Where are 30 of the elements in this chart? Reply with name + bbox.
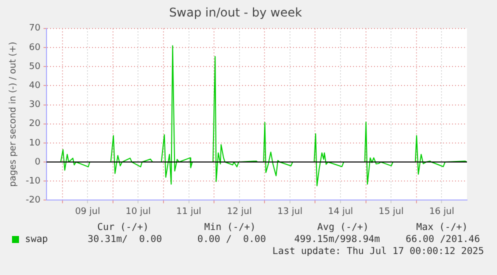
y-tick-label: 0 [34,157,41,168]
text: 499.15m/998.94m [293,234,380,245]
y-tick-label: 30 [29,100,41,110]
y-tick-label: 20 [29,119,41,130]
text: Avg (-/+) [316,222,370,233]
text: Last update: Thu Jul 17 00:00:12 2025 [271,246,484,257]
x-tick-label: 14 jul [328,206,354,217]
x-tick-label: 13 jul [277,206,302,217]
x-tick-label: 11 jul [176,206,202,217]
y-tick-label: 70 [29,24,41,34]
text: Max (-/+) [415,222,469,233]
text: 0.00 / 0.00 [196,234,266,245]
y-tick-label: 10 [29,138,41,148]
y-tick-label: -20 [26,196,41,206]
x-tick-label: 15 jul [378,206,404,217]
y-tick-label: 50 [29,62,41,72]
y-axis-title: pages per second in (-) / out (+) [8,42,19,187]
text: Min (-/+) [203,222,257,233]
text: 66.00 /201.46 [404,234,480,245]
legend-label: swap [25,234,48,245]
text: 30.31m/ 0.00 [86,234,162,245]
text: Cur (-/+) [96,222,150,233]
y-tick-label: -10 [26,176,41,186]
x-tick-label: 10 jul [126,206,151,217]
x-tick-label: 09 jul [75,206,100,217]
x-tick-label: 16 jul [429,206,454,217]
chart-title: Swap in/out - by week [169,5,302,20]
y-tick-label: 40 [29,81,41,92]
x-tick-label: 12 jul [226,206,252,217]
y-tick-label: 60 [29,42,41,53]
